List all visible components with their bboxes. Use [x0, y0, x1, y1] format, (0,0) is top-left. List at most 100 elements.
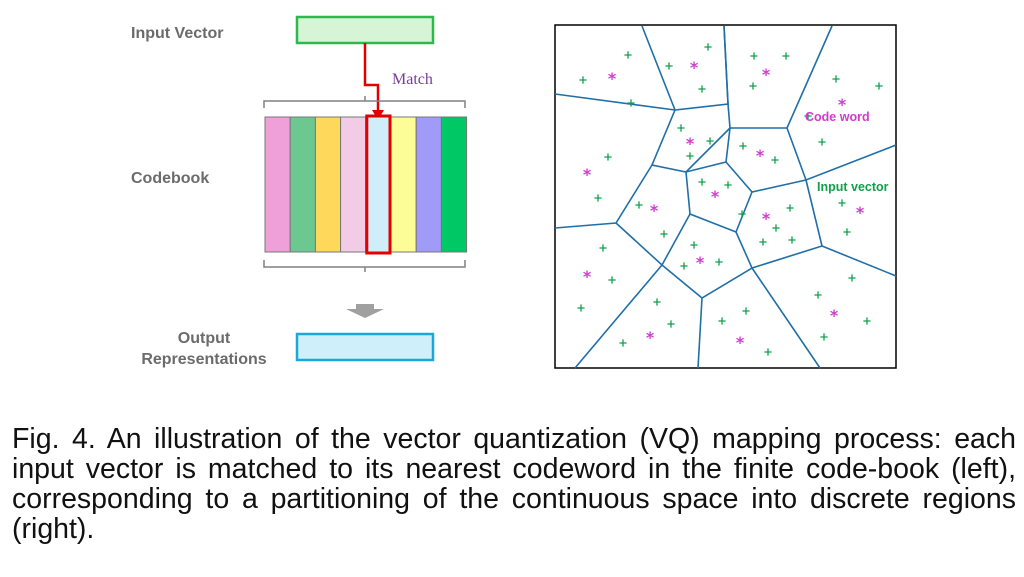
- code-word-point: *: [838, 95, 847, 114]
- input-vector-box: [295, 15, 435, 45]
- codebook-panel: Input Vector Match Codebook Output Repre…: [131, 15, 468, 368]
- input-vector-point: [759, 238, 767, 246]
- input-vector-point: [690, 241, 698, 249]
- voronoi-edge: [685, 161, 807, 193]
- voronoi-edge: [697, 297, 703, 369]
- output-label-line1: Output: [178, 330, 231, 347]
- input-vector-point: [619, 339, 627, 347]
- input-vector-point: [677, 124, 685, 132]
- input-vector-point: [782, 52, 790, 60]
- input-vector-point: [579, 76, 587, 84]
- input-vector-point: [680, 262, 688, 270]
- code-words: * * * * * * * * * * * * * * * *: [583, 58, 865, 352]
- vq-figure: Input Vector Match Codebook Output Repre…: [131, 15, 897, 369]
- input-vector-point: [706, 137, 714, 145]
- code-word-point: *: [583, 165, 592, 184]
- input-vector-point: [742, 307, 750, 315]
- codeword-bar: [264, 116, 291, 253]
- voronoi-edge: [554, 93, 676, 111]
- codeword-bar: [415, 116, 442, 253]
- input-vector-point: [608, 276, 616, 284]
- code-word-point: *: [856, 203, 865, 222]
- input-vector-point: [848, 274, 856, 282]
- down-arrow-icon: [346, 304, 384, 318]
- input-vector-point: [771, 156, 779, 164]
- voronoi-edge: [821, 245, 897, 277]
- code-word-point: *: [608, 69, 617, 88]
- input-vector-point: [715, 258, 723, 266]
- code-word-point: *: [830, 306, 839, 325]
- input-vector-point: [843, 228, 851, 236]
- input-vector-point: [749, 82, 757, 90]
- voronoi-edge: [574, 264, 663, 369]
- match-label: Match: [392, 71, 433, 88]
- code-word-point: *: [696, 253, 705, 272]
- voronoi-edge: [723, 25, 729, 105]
- output-representations-box: [295, 332, 435, 362]
- input-vector-point: [772, 224, 780, 232]
- code-word-point: *: [762, 65, 771, 84]
- code-word-point: *: [686, 134, 695, 153]
- input-vector-point-label: Input vector: [817, 180, 889, 194]
- codeword-bar: [440, 116, 468, 253]
- code-word-point: *: [762, 209, 771, 228]
- codeword-bar: [365, 116, 392, 253]
- output-label-line2: Representations: [141, 351, 266, 368]
- input-vector-point: [624, 51, 632, 59]
- input-vector-point: [660, 230, 668, 238]
- code-word-point: *: [690, 58, 699, 77]
- input-vector-point: [863, 317, 871, 325]
- voronoi-frame: [554, 24, 897, 369]
- input-vector-point: [635, 201, 643, 209]
- voronoi-edge: [685, 171, 753, 234]
- input-vector-point: [704, 43, 712, 51]
- input-vectors: [577, 43, 883, 356]
- input-vector-point: [832, 75, 840, 83]
- codebook-bottom-brace: [263, 260, 466, 272]
- code-word-point: *: [646, 328, 655, 347]
- figure-caption: Fig. 4. An illustration of the vector qu…: [12, 423, 1016, 545]
- input-vector-point: [750, 52, 758, 60]
- input-vector-point: [665, 62, 673, 70]
- voronoi-edge: [751, 267, 821, 369]
- input-vector-point: [814, 291, 822, 299]
- input-vector-point: [764, 348, 772, 356]
- input-vector-point: [818, 138, 826, 146]
- codeword-bar: [340, 116, 367, 253]
- code-word-label: Code word: [805, 110, 870, 124]
- code-word-point: *: [711, 187, 720, 206]
- input-vector-point: [686, 152, 694, 160]
- voronoi-edges: [554, 25, 897, 369]
- input-vector-point: [698, 178, 706, 186]
- code-word-point: *: [650, 201, 659, 220]
- input-vector-point: [738, 210, 746, 218]
- codeword-bar: [289, 116, 316, 253]
- match-arrow: [363, 43, 380, 112]
- input-vector-label: Input Vector: [131, 25, 223, 42]
- codeword-bar: [390, 116, 417, 253]
- input-vector-point: [739, 142, 747, 150]
- code-word-point: *: [583, 267, 592, 286]
- input-vector-point: [653, 298, 661, 306]
- input-vector-point: [718, 317, 726, 325]
- input-vector-point: [804, 112, 812, 120]
- code-word-point: *: [736, 333, 745, 352]
- input-vector-point: [875, 82, 883, 90]
- code-word-point: *: [756, 146, 765, 165]
- input-vector-point: [667, 320, 675, 328]
- codebook-bars: [264, 114, 468, 255]
- matched-codeword-highlight: [365, 114, 392, 255]
- input-vector-point: [820, 333, 828, 341]
- input-vector-point: [698, 85, 706, 93]
- input-vector-point: [786, 204, 794, 212]
- codebook-top-brace: [263, 96, 466, 108]
- codeword-bar: [314, 116, 342, 253]
- input-vector-point: [604, 153, 612, 161]
- input-vector-point: [627, 99, 635, 107]
- input-vector-point: [577, 304, 585, 312]
- voronoi-edge: [650, 109, 731, 173]
- input-vector-point: [724, 181, 732, 189]
- voronoi-edge: [786, 25, 833, 129]
- input-vector-point: [594, 194, 602, 202]
- input-vector-point: [788, 236, 796, 244]
